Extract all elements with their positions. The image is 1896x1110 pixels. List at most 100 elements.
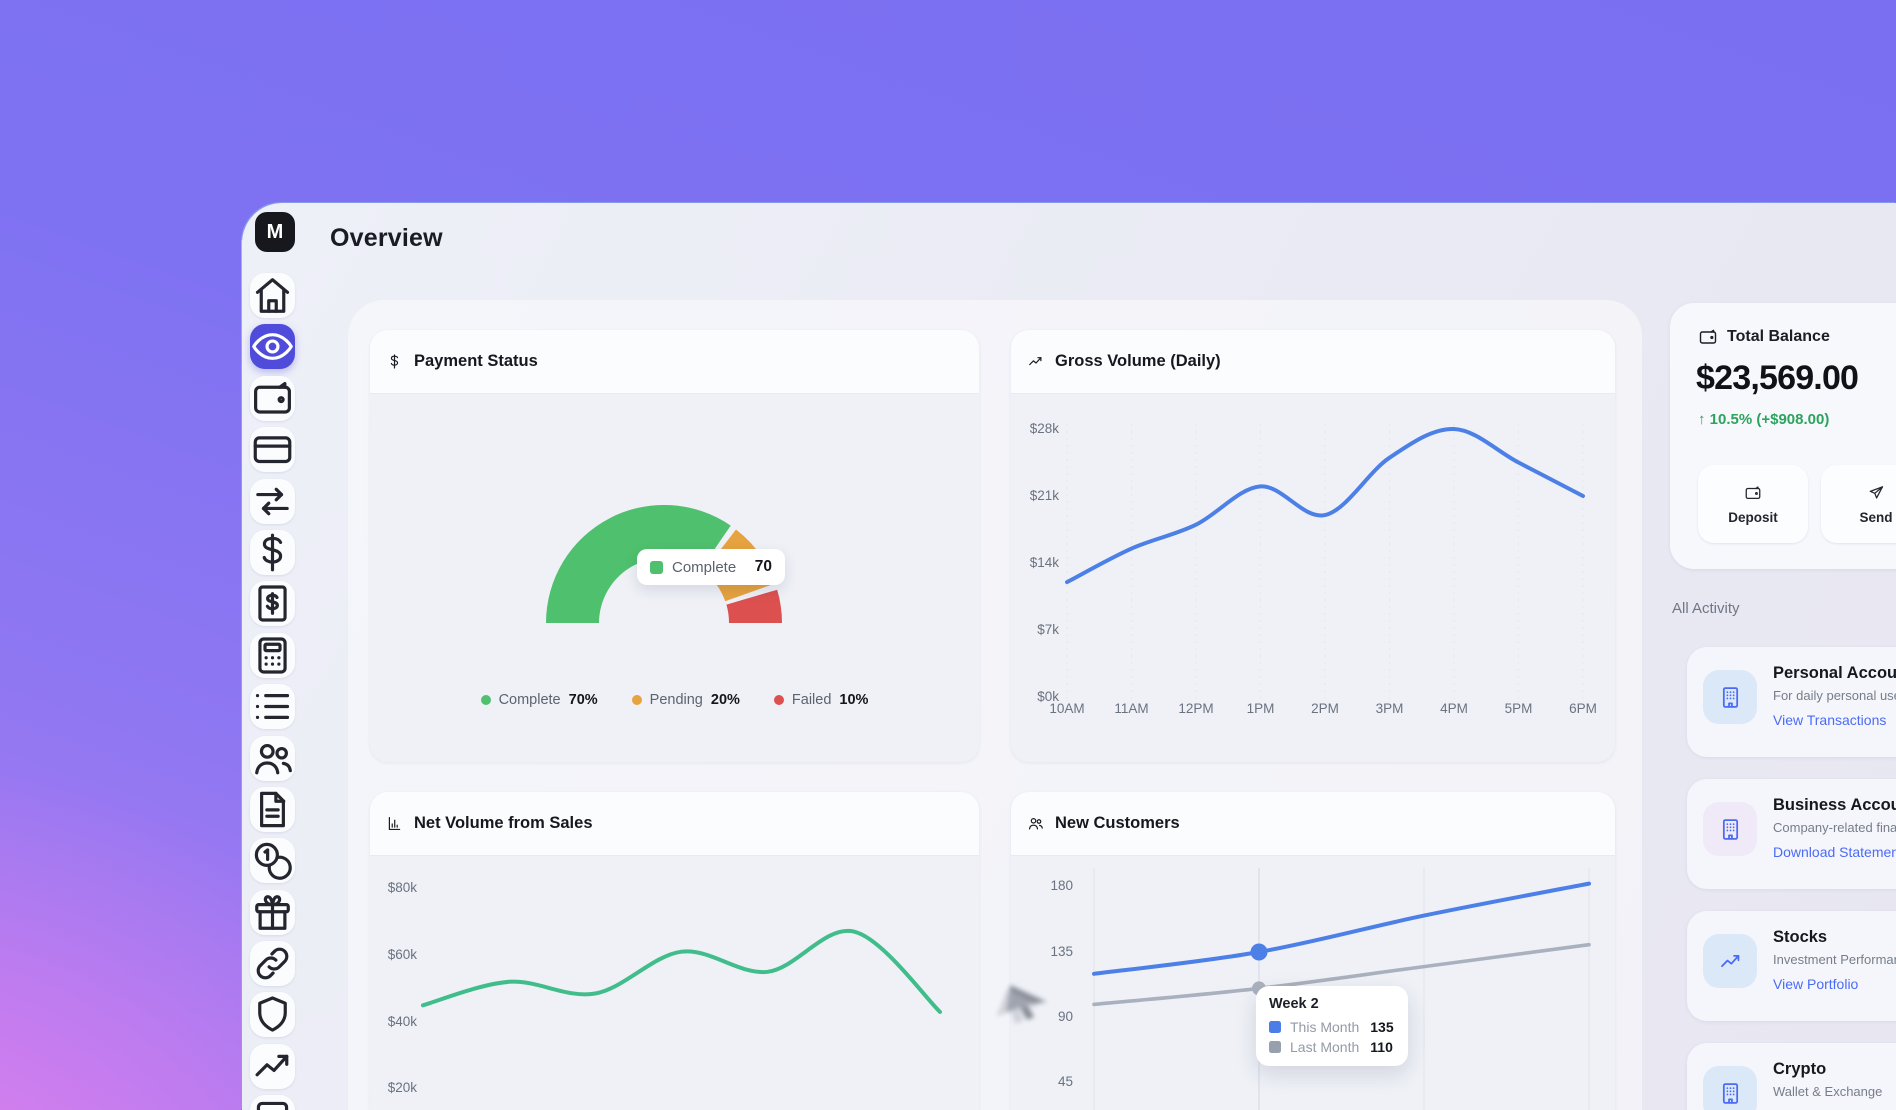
document-icon [250,787,295,832]
activity-card-body: Stocks Investment Performance View Portf… [1757,925,1896,1007]
dollar-icon [250,530,295,575]
crypto-icon-tile [1703,1066,1757,1110]
sidebar-item-coins[interactable] [250,838,295,884]
legend-item: Failed 10% [773,692,868,708]
building-icon [1718,685,1743,710]
line-chart [421,928,942,1014]
card-title: Net Volume from Sales [414,814,593,832]
activity-card-crypto[interactable]: Crypto Wallet & Exchange [1687,1043,1896,1110]
trending-up-icon [1027,353,1044,370]
legend-label: Failed [791,692,832,708]
balance-actions: Deposit Send [1698,465,1896,543]
x-tick-label: 10AM [1049,701,1085,716]
x-tick-label: 3PM [1375,701,1404,716]
card-title: Gross Volume (Daily) [1055,352,1221,370]
x-tick-label: 11AM [1114,701,1149,716]
sidebar-item-payments[interactable] [250,529,295,575]
all-activity-heading: All Activity [1672,600,1740,617]
activity-card-stocks[interactable]: Stocks Investment Performance View Portf… [1687,911,1896,1021]
credit-card-icon [250,427,295,472]
sidebar-item-cards[interactable] [250,427,295,473]
download-statement-link[interactable]: Download Statement [1773,844,1896,860]
legend-swatch [650,560,663,574]
card-payment-status: Payment Status Complete 70 Complete 70% … [370,330,979,762]
x-tick-label: 2PM [1311,701,1339,716]
activity-card-business-account[interactable]: Business Account Company-related finance… [1687,779,1896,889]
y-tick-label: $60k [387,947,417,962]
x-tick-label: 6PM [1569,701,1597,716]
page-title: Overview [330,224,443,252]
account-icon-tile [1703,670,1757,724]
tooltip-label: This Month [1290,1019,1360,1035]
legend-label: Complete [498,692,561,708]
app-logo[interactable]: M [255,212,295,252]
sidebar-item-archive[interactable] [250,1095,295,1110]
bar-chart-icon [386,815,403,832]
legend-value: 70% [568,692,598,708]
view-transactions-link[interactable]: View Transactions [1773,712,1887,728]
y-tick-label: 45 [1057,1074,1073,1089]
calculator-icon [250,633,295,678]
tooltip-value: 110 [1370,1039,1393,1055]
card-title: New Customers [1055,814,1180,832]
card-header: New Customers [1011,792,1615,856]
send-button[interactable]: Send [1821,465,1896,543]
building-icon [1718,1081,1743,1106]
card-title: Payment Status [414,352,538,370]
legend-value: 20% [710,692,740,708]
legend-dot-failed [773,695,784,705]
sidebar-item-invoices[interactable] [250,581,295,627]
card-gross-volume: Gross Volume (Daily) $28k $21k $14k $7k $0k … [1011,330,1615,762]
sidebar-item-customers[interactable] [250,735,295,781]
activity-subtitle: Investment Performance [1773,952,1896,967]
activity-card-personal-account[interactable]: Personal Account For daily personal use … [1687,647,1896,757]
tooltip-title: Week 2 [1269,996,1319,1012]
view-portfolio-link[interactable]: View Portfolio [1773,976,1859,992]
y-tick-label: 90 [1057,1009,1073,1024]
balance-change: ↑ 10.5% (+$908.00) [1698,411,1830,428]
eye-icon [250,324,295,369]
sidebar-item-home[interactable] [250,273,295,318]
sidebar-item-rewards[interactable] [250,889,295,935]
link-icon [250,941,295,986]
x-tick-label: 12PM [1178,701,1214,716]
line-chart [1065,424,1585,704]
gift-icon [250,890,295,935]
sidebar-item-security[interactable] [250,992,295,1038]
gauge-tooltip: Complete 70 [637,549,785,585]
wallet-icon [1698,327,1718,347]
y-tick-label: $28k [1029,421,1059,436]
sidebar-item-documents[interactable] [250,786,295,832]
list-icon [250,684,295,729]
sidebar-item-lists[interactable] [250,684,295,730]
sidebar-item-wallet[interactable] [250,375,295,421]
sidebar-item-links[interactable] [250,941,295,987]
balance-label: Total Balance [1727,328,1830,345]
y-tick-label: $14k [1029,555,1059,570]
sidebar [250,273,295,1110]
sidebar-item-overview[interactable] [250,324,295,370]
users-icon [250,736,295,781]
sidebar-item-analytics[interactable] [250,1043,295,1089]
card-header: Gross Volume (Daily) [1011,330,1615,394]
activity-subtitle: For daily personal use [1773,688,1896,703]
y-tick-label: $0k [1037,689,1059,704]
deposit-button-label: Deposit [1728,509,1778,525]
series-swatch-last-month [1269,1041,1281,1053]
x-tick-label: 1PM [1246,701,1275,716]
x-tick-label: 4PM [1440,701,1468,716]
y-tick-label: $21k [1029,488,1059,503]
sidebar-item-calculator[interactable] [250,632,295,678]
chart-tooltip: Week 2 This Month 135 Last Month 110 [1256,986,1408,1066]
activity-subtitle: Wallet & Exchange [1773,1084,1883,1099]
card-header: Net Volume from Sales [370,792,979,856]
send-icon [1867,484,1885,502]
activity-title: Business Account [1773,796,1896,814]
y-tick-label: 180 [1050,878,1073,893]
card-header: Payment Status [370,330,979,394]
legend-label: Pending [649,692,703,708]
balance-amount: $23,569.00 [1696,359,1859,397]
sidebar-item-transfers[interactable] [250,478,295,524]
deposit-button[interactable]: Deposit [1698,465,1808,543]
activity-subtitle: Company-related finances [1773,820,1896,835]
